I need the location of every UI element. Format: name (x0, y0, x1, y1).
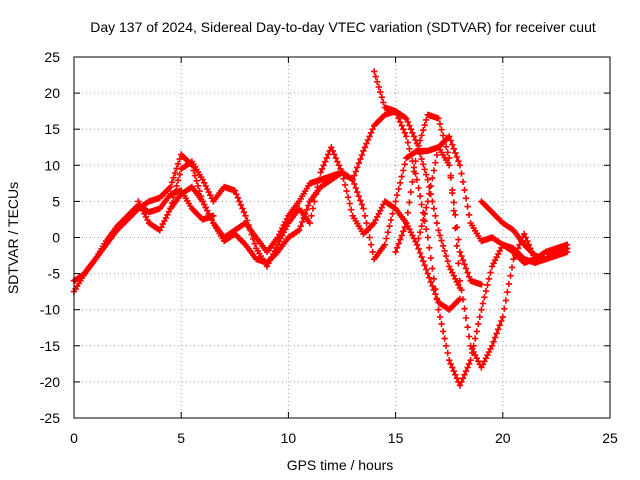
x-tick-label: 5 (177, 430, 185, 446)
y-tick-label: -5 (48, 266, 61, 282)
y-tick-label: 25 (44, 49, 60, 65)
series-layer (70, 68, 571, 389)
x-tick-label: 25 (602, 430, 618, 446)
y-axis-label: SDTVAR / TECUs (5, 182, 21, 294)
y-tick-label: 10 (44, 157, 60, 173)
y-tick-label: -20 (40, 374, 60, 390)
axis-ticks (73, 56, 611, 419)
data-points (167, 144, 485, 288)
data-points (478, 198, 571, 263)
y-tick-labels: -25 -20 -15 -10 -5 0 5 10 15 20 25 (40, 49, 60, 426)
x-tick-label: 10 (281, 430, 297, 446)
x-tick-label: 15 (388, 430, 404, 446)
series-track-c (167, 144, 485, 288)
y-tick-label: 20 (44, 85, 60, 101)
y-tick-label: -10 (40, 302, 60, 318)
y-tick-label: 15 (44, 121, 60, 137)
y-tick-label: -15 (40, 338, 60, 354)
x-tick-label: 20 (495, 430, 511, 446)
series-track-g (478, 198, 571, 263)
y-tick-label: 0 (52, 230, 60, 246)
x-tick-label: 0 (70, 430, 78, 446)
x-axis-label: GPS time / hours (287, 457, 394, 473)
x-tick-labels: 0 5 10 15 20 25 (70, 430, 618, 446)
y-tick-label: 5 (52, 193, 60, 209)
chart-title: Day 137 of 2024, Sidereal Day-to-day VTE… (90, 19, 596, 35)
y-tick-label: -25 (40, 410, 60, 426)
